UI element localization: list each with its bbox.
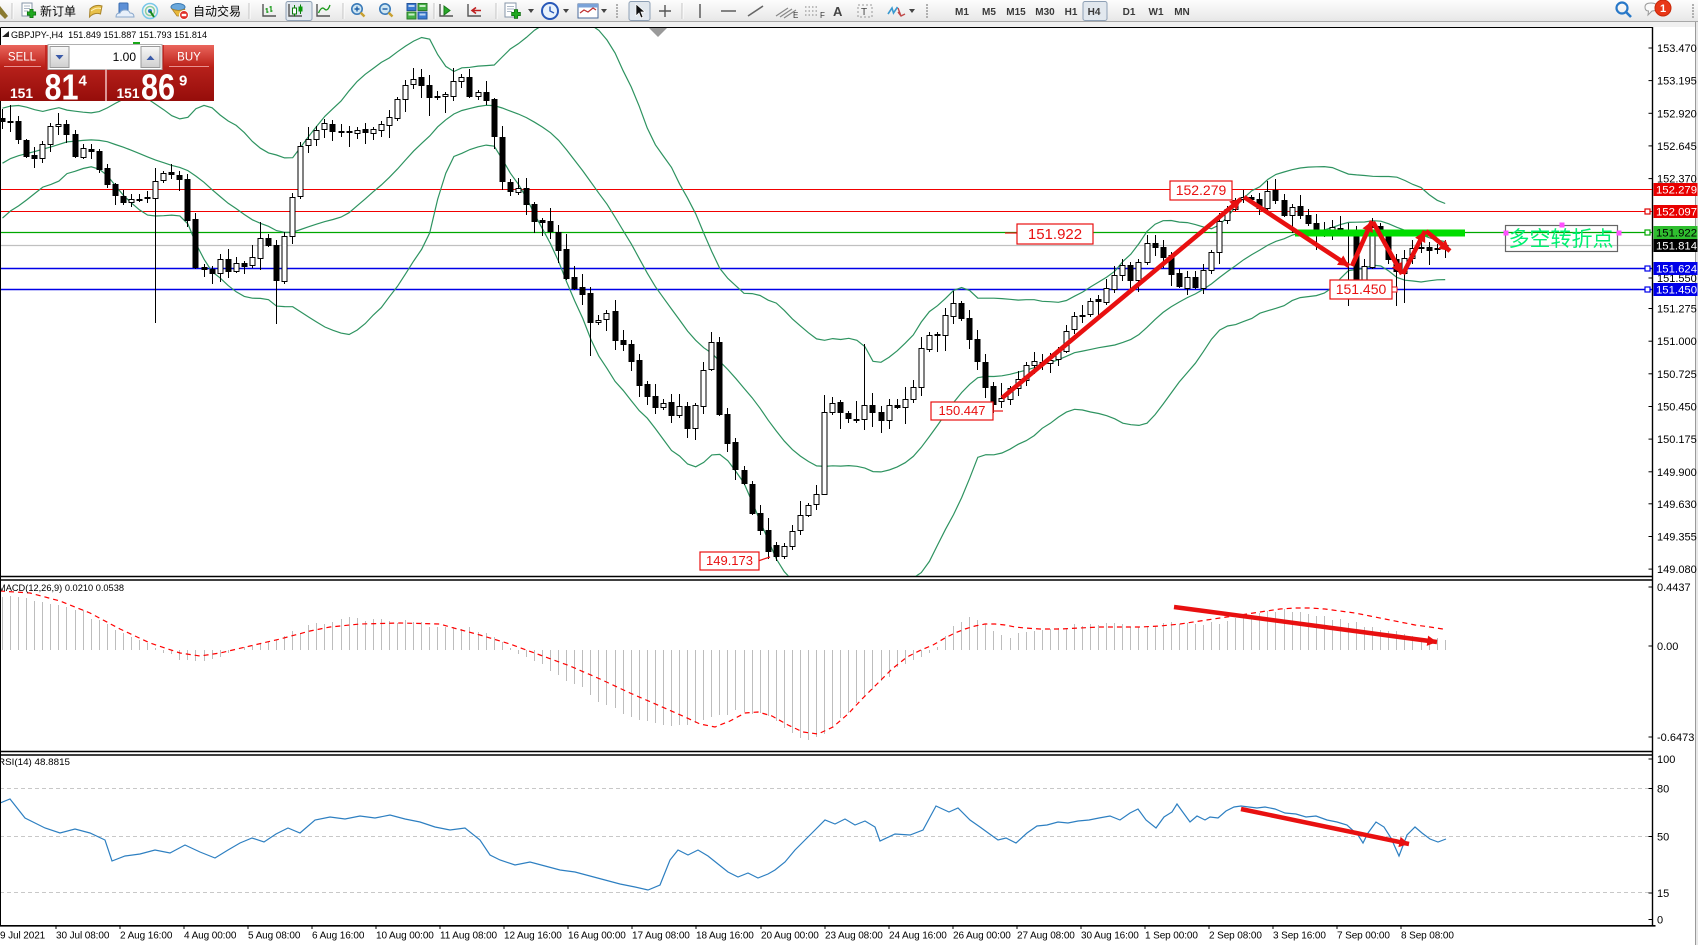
svg-text:153.195: 153.195: [1657, 76, 1697, 88]
svg-text:-0.6473: -0.6473: [1657, 732, 1694, 744]
svg-text:152.645: 152.645: [1657, 141, 1697, 153]
svg-text:1.00: 1.00: [113, 50, 137, 64]
svg-text:151.275: 151.275: [1657, 304, 1697, 316]
svg-text:M30: M30: [1035, 7, 1055, 18]
svg-text:152.279: 152.279: [1656, 185, 1697, 197]
svg-text:GBPJPY-,H4 151.849 151.887 15: GBPJPY-,H4 151.849 151.887 151.793 151.8…: [11, 30, 207, 41]
svg-text:SELL: SELL: [8, 52, 37, 64]
svg-text:5 Aug 08:00: 5 Aug 08:00: [248, 931, 301, 942]
svg-text:150.725: 150.725: [1657, 369, 1697, 381]
svg-text:152.097: 152.097: [1656, 207, 1697, 219]
svg-text:16 Aug 00:00: 16 Aug 00:00: [568, 931, 626, 942]
svg-text:149.900: 149.900: [1657, 467, 1697, 479]
svg-text:9 Jul 2021: 9 Jul 2021: [0, 931, 46, 942]
svg-text:3 Sep 16:00: 3 Sep 16:00: [1273, 931, 1326, 942]
svg-text:H1: H1: [1065, 7, 1078, 18]
svg-text:152.279: 152.279: [1176, 182, 1227, 198]
svg-text:0: 0: [1657, 915, 1663, 927]
svg-text:50: 50: [1657, 832, 1669, 844]
svg-text:150.175: 150.175: [1657, 434, 1697, 446]
svg-text:18 Aug 16:00: 18 Aug 16:00: [696, 931, 754, 942]
svg-text:RSI(14) 48.8815: RSI(14) 48.8815: [0, 757, 70, 768]
svg-text:151.814: 151.814: [1656, 241, 1697, 253]
svg-text:151: 151: [10, 85, 33, 101]
svg-text:W1: W1: [1149, 7, 1164, 18]
svg-text:149.173: 149.173: [706, 553, 753, 568]
svg-text:A: A: [833, 4, 843, 19]
svg-text:153.470: 153.470: [1657, 43, 1697, 55]
svg-text:24 Aug 16:00: 24 Aug 16:00: [889, 931, 947, 942]
svg-text:1: 1: [1660, 3, 1666, 15]
svg-text:2 Aug 16:00: 2 Aug 16:00: [120, 931, 173, 942]
svg-text:11 Aug 08:00: 11 Aug 08:00: [440, 931, 498, 942]
svg-text:1 Sep 00:00: 1 Sep 00:00: [1145, 931, 1198, 942]
svg-text:152.920: 152.920: [1657, 108, 1697, 120]
svg-text:150.450: 150.450: [1657, 402, 1697, 414]
svg-text:MN: MN: [1174, 7, 1190, 18]
svg-text:151.000: 151.000: [1657, 336, 1697, 348]
svg-text:23 Aug 08:00: 23 Aug 08:00: [825, 931, 883, 942]
svg-text:80: 80: [1657, 784, 1669, 796]
svg-text:T: T: [861, 7, 867, 18]
svg-text:30 Jul 08:00: 30 Jul 08:00: [56, 931, 110, 942]
svg-text:H4: H4: [1088, 7, 1101, 18]
svg-text:26 Aug 00:00: 26 Aug 00:00: [953, 931, 1011, 942]
svg-text:30 Aug 16:00: 30 Aug 16:00: [1081, 931, 1139, 942]
svg-text:10 Aug 00:00: 10 Aug 00:00: [376, 931, 434, 942]
svg-text:0.00: 0.00: [1657, 641, 1678, 653]
svg-text:4 Aug 00:00: 4 Aug 00:00: [184, 931, 237, 942]
svg-text:M1: M1: [955, 7, 969, 18]
svg-text:17 Aug 08:00: 17 Aug 08:00: [632, 931, 690, 942]
svg-text:8 Sep 08:00: 8 Sep 08:00: [1401, 931, 1454, 942]
svg-text:100: 100: [1657, 754, 1675, 766]
svg-text:27 Aug 08:00: 27 Aug 08:00: [1017, 931, 1075, 942]
svg-text:E: E: [793, 11, 798, 20]
svg-text:多空转折点: 多空转折点: [1509, 228, 1614, 251]
svg-text:20 Aug 00:00: 20 Aug 00:00: [761, 931, 819, 942]
svg-text:BUY: BUY: [177, 52, 201, 64]
svg-text:9: 9: [179, 73, 187, 90]
svg-text:81: 81: [45, 67, 79, 108]
svg-text:86: 86: [141, 67, 175, 108]
svg-text:4: 4: [79, 73, 88, 90]
svg-text:152.370: 152.370: [1657, 174, 1697, 186]
svg-text:自动交易: 自动交易: [193, 4, 241, 19]
svg-text:D1: D1: [1123, 7, 1136, 18]
svg-text:151.450: 151.450: [1656, 285, 1697, 297]
svg-text:M5: M5: [982, 7, 996, 18]
svg-text:7 Sep 00:00: 7 Sep 00:00: [1337, 931, 1390, 942]
svg-text:150.447: 150.447: [939, 403, 986, 418]
svg-text:0.4437: 0.4437: [1657, 582, 1691, 594]
svg-text:M15: M15: [1006, 7, 1026, 18]
svg-text:151: 151: [117, 85, 140, 101]
svg-text:15: 15: [1657, 888, 1669, 900]
svg-text:新订单: 新订单: [40, 4, 76, 19]
svg-text:151.624: 151.624: [1656, 264, 1697, 276]
svg-text:6 Aug 16:00: 6 Aug 16:00: [312, 931, 365, 942]
svg-text:12 Aug 16:00: 12 Aug 16:00: [504, 931, 562, 942]
svg-text:2 Sep 08:00: 2 Sep 08:00: [1209, 931, 1262, 942]
svg-text:151.450: 151.450: [1336, 281, 1387, 297]
svg-text:MACD(12,26,9) 0.0210 0.0538: MACD(12,26,9) 0.0210 0.0538: [0, 583, 124, 594]
svg-text:149.355: 149.355: [1657, 532, 1697, 544]
svg-text:151.922: 151.922: [1028, 226, 1082, 243]
svg-text:151.922: 151.922: [1656, 228, 1697, 240]
svg-text:149.080: 149.080: [1657, 564, 1697, 576]
svg-text:F: F: [820, 11, 825, 20]
svg-text:151.550: 151.550: [1657, 273, 1697, 285]
svg-text:149.630: 149.630: [1657, 499, 1697, 511]
